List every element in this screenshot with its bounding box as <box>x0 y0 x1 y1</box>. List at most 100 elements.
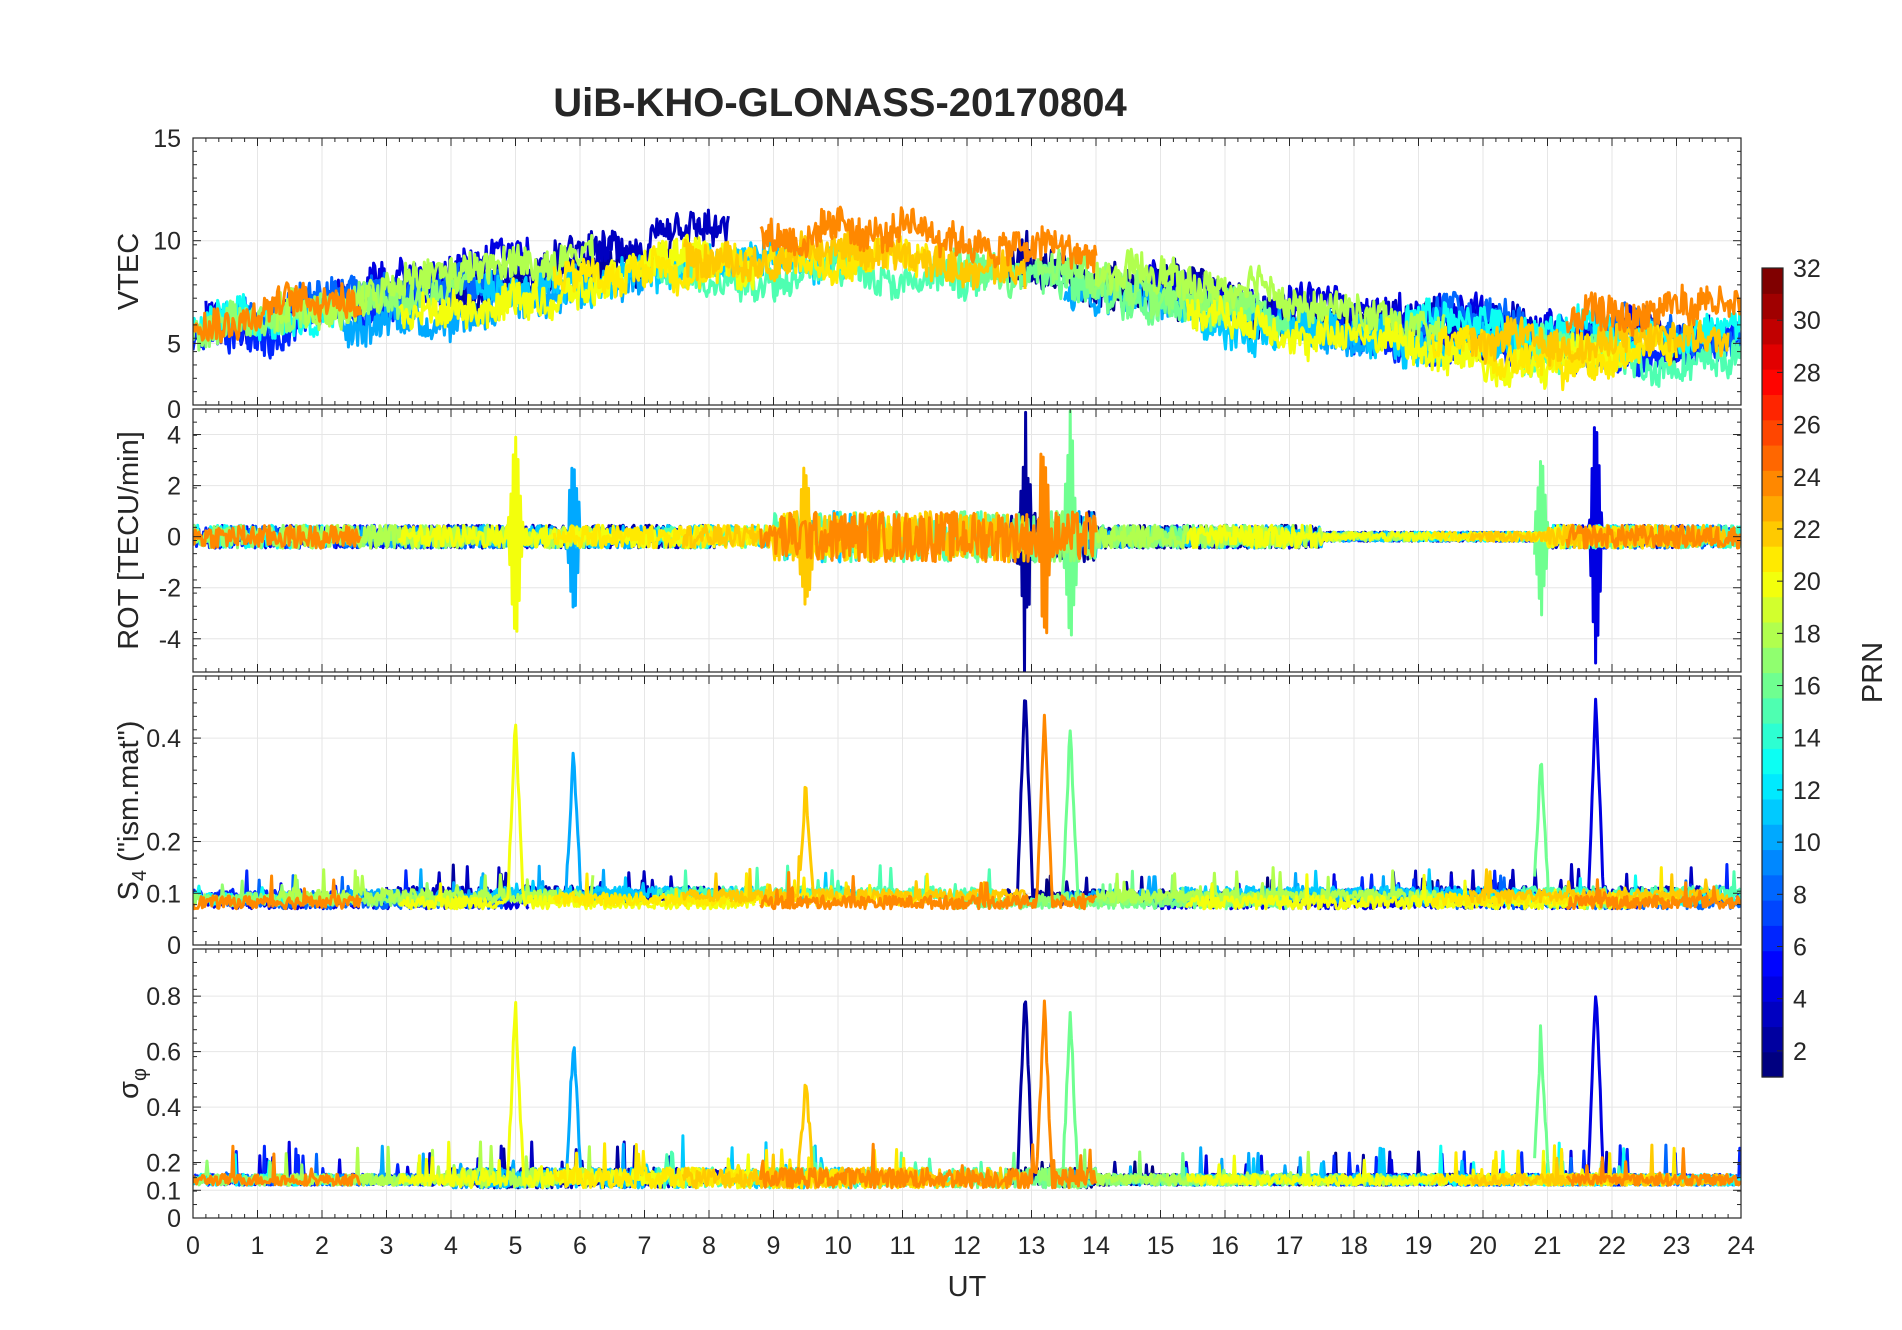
y-tick-label: 0.1 <box>146 880 181 908</box>
x-tick-label: 18 <box>1340 1232 1368 1260</box>
series-prn-22 <box>681 466 1027 606</box>
colorbar-bin <box>1762 343 1783 370</box>
x-tick-label: 1 <box>251 1232 265 1260</box>
series-prn-24 <box>193 524 362 550</box>
colorbar-bin <box>1762 849 1783 876</box>
y-label-tail: ("ism.mat") <box>113 721 145 870</box>
y-tick-label: -4 <box>159 626 181 654</box>
panel-lines <box>193 697 1741 911</box>
colorbar-bin <box>1762 268 1783 294</box>
series-prn-24 <box>1565 283 1741 337</box>
series-prn-24 <box>193 281 363 344</box>
x-tick-label: 10 <box>824 1232 852 1260</box>
x-tick-label: 0 <box>186 1232 200 1260</box>
colorbar-tick-label: 22 <box>1793 516 1821 544</box>
colorbar-tick-label: 12 <box>1793 777 1821 805</box>
colorbar-bin <box>1762 874 1783 901</box>
series-prn-20 <box>1184 873 1633 911</box>
x-tick-label: 14 <box>1082 1232 1110 1260</box>
series-prn-24 <box>1565 1147 1741 1187</box>
series-prn-24 <box>1565 878 1741 911</box>
y-tick-label: 4 <box>167 422 181 450</box>
series-prn-20 <box>398 233 756 331</box>
colorbar-bin <box>1762 697 1783 724</box>
y-tick-label: 0 <box>167 524 181 552</box>
colorbar-tick-label: 28 <box>1793 359 1821 387</box>
x-tick-label: 20 <box>1469 1232 1497 1260</box>
colorbar-tick-label: 10 <box>1793 829 1821 857</box>
x-tick-label: 6 <box>573 1232 587 1260</box>
y-tick-label: 5 <box>167 330 181 358</box>
x-tick-label: 21 <box>1534 1232 1562 1260</box>
series-prn-24 <box>759 452 1098 635</box>
colorbar-bin <box>1762 495 1783 522</box>
colorbar-tick-label: 14 <box>1793 725 1821 753</box>
panel-lines <box>193 995 1741 1190</box>
y-tick-label: 0 <box>167 396 181 424</box>
y-tick-label: 0.6 <box>146 1039 181 1067</box>
colorbar-bin <box>1762 723 1783 749</box>
panel-vtec: 5 10 15 VTEC <box>113 125 1742 406</box>
colorbar-bin <box>1762 748 1783 775</box>
series-prn-20 <box>398 435 756 633</box>
colorbar-bin <box>1762 975 1783 1002</box>
colorbar-bin <box>1762 318 1783 345</box>
series-prn-18 <box>275 234 595 332</box>
colorbar-bin <box>1762 1051 1783 1078</box>
x-tick-label: 2 <box>315 1232 329 1260</box>
x-tick-label: 13 <box>1018 1232 1046 1260</box>
series-prn-20 <box>398 723 756 911</box>
colorbar-tick-label: 4 <box>1793 986 1807 1014</box>
colorbar-tick-label: 8 <box>1793 881 1807 909</box>
chart-title: UiB-KHO-GLONASS-20170804 <box>553 81 1127 125</box>
colorbar-bin <box>1762 293 1783 320</box>
x-axis-label: UT <box>948 1271 987 1303</box>
colorbar-bin <box>1762 1026 1783 1053</box>
colorbar-bin <box>1762 571 1783 598</box>
colorbar-bin <box>1762 596 1783 623</box>
x-tick-label: 17 <box>1276 1232 1304 1260</box>
x-tick-label: 16 <box>1211 1232 1239 1260</box>
colorbar-bin <box>1762 369 1783 396</box>
panel-sigma: 00.10.2 0.4 0.6 0.8 σφ <box>113 948 1742 1233</box>
y-tick-label: 0.4 <box>146 725 181 753</box>
colorbar-bin <box>1762 672 1783 699</box>
series-prn-16 <box>952 247 1291 338</box>
y-label-subscript: 4 <box>129 870 151 881</box>
y-tick-label: 0.4 <box>146 1094 181 1122</box>
colorbar-tick-label: 30 <box>1793 307 1821 335</box>
y-tick-label: -2 <box>159 575 181 603</box>
x-tick-label: 3 <box>380 1232 394 1260</box>
y-tick-label: 0.1 <box>146 1177 181 1205</box>
y-axis-label: σφ <box>113 1068 151 1099</box>
colorbar-tick-label: 2 <box>1793 1038 1807 1066</box>
x-tick-label: 23 <box>1663 1232 1691 1260</box>
y-tick-label: 15 <box>153 125 181 153</box>
series-prn-24 <box>193 874 363 911</box>
series-prn-21 <box>1430 1144 1678 1187</box>
x-tick-label: 9 <box>767 1232 781 1260</box>
colorbar-bin <box>1762 444 1783 471</box>
colorbar-bin <box>1762 419 1783 446</box>
y-tick-label: 2 <box>167 473 181 501</box>
x-tick-label: 12 <box>953 1232 981 1260</box>
y-label-main: σ <box>113 1081 145 1099</box>
x-tick-label: 5 <box>509 1232 523 1260</box>
colorbar-tick-label: 16 <box>1793 673 1821 701</box>
series-prn-18 <box>1095 866 1446 904</box>
x-tick-label: 19 <box>1405 1232 1433 1260</box>
colorbar-bin <box>1762 621 1783 648</box>
x-tick-label: 7 <box>638 1232 652 1260</box>
panel-s4: 0.1 0.2 0.4 0 S4 ("ism.mat") <box>113 675 1742 960</box>
colorbar-bin <box>1762 394 1783 421</box>
series-prn-18 <box>1094 247 1446 352</box>
x-tick-label: 8 <box>702 1232 716 1260</box>
series-prn-24 <box>759 713 1098 911</box>
colorbar-bin <box>1762 925 1783 952</box>
colorbar-tick-label: 20 <box>1793 568 1821 596</box>
colorbar-tick-label: 26 <box>1793 412 1821 440</box>
y-axis-label: VTEC <box>113 233 145 310</box>
